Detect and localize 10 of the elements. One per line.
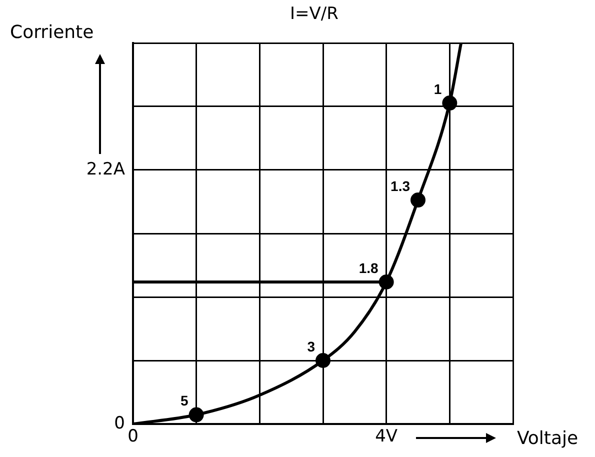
annotation: 1.3 — [390, 178, 410, 194]
annotation: 5 — [180, 392, 189, 409]
y-axis-title: Corriente — [10, 22, 94, 43]
chart-title: I=V/R — [290, 4, 338, 24]
x-axis-title: Voltaje — [517, 428, 578, 449]
annotation: 1 — [434, 80, 442, 97]
x-tick-label: 4V — [375, 426, 398, 447]
annotation: 1.8 — [358, 260, 379, 276]
y-tick-label: 2.2A — [86, 159, 126, 180]
annotation: 3 — [307, 338, 316, 354]
